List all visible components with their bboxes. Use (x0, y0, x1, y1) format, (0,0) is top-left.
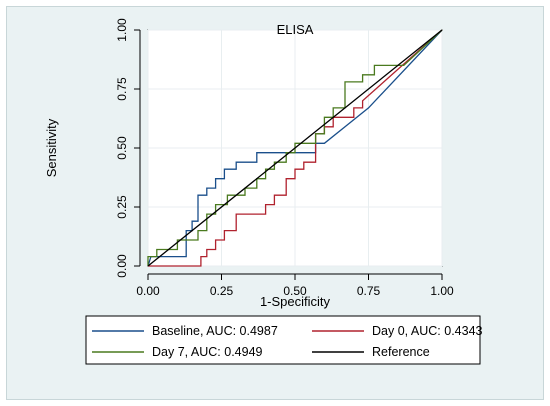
series-line-3 (147, 29, 443, 267)
axes: 0.00 0.25 0.50 0.75 1.00 0.00 0.25 0.50 0.75 1.00 (115, 18, 454, 298)
series-line-2 (147, 29, 443, 266)
legend: Baseline, AUC: 0.4987 Day 0, AUC: 0.4343 D… (85, 315, 483, 365)
series-group (147, 29, 443, 267)
x-axis-label: 1-Specificity (260, 294, 331, 309)
legend-label-3: Reference (372, 345, 430, 359)
x-tick-label: 0.50 (283, 284, 307, 298)
y-tick-label: 0.50 (115, 136, 129, 160)
y-tick-label: 0.75 (115, 77, 129, 101)
x-tick-label: 0.75 (357, 284, 381, 298)
legend-label-2: Day 7, AUC: 0.4949 (152, 345, 263, 359)
y-axis-label: Sensitivity (44, 118, 59, 177)
legend-label-1: Day 0, AUC: 0.4343 (372, 324, 483, 338)
legend-label-0: Baseline, AUC: 0.4987 (152, 324, 278, 338)
x-tick-label: 0.00 (136, 284, 160, 298)
y-tick-label: 0.00 (115, 254, 129, 278)
x-tick-label: 0.25 (210, 284, 234, 298)
chart-title: ELISA (277, 22, 314, 37)
series-line-1 (148, 29, 443, 267)
x-tick-label: 1.00 (430, 284, 454, 298)
y-tick-label: 0.25 (115, 195, 129, 219)
legend-box (85, 315, 481, 365)
y-tick-label: 1.00 (115, 18, 129, 42)
